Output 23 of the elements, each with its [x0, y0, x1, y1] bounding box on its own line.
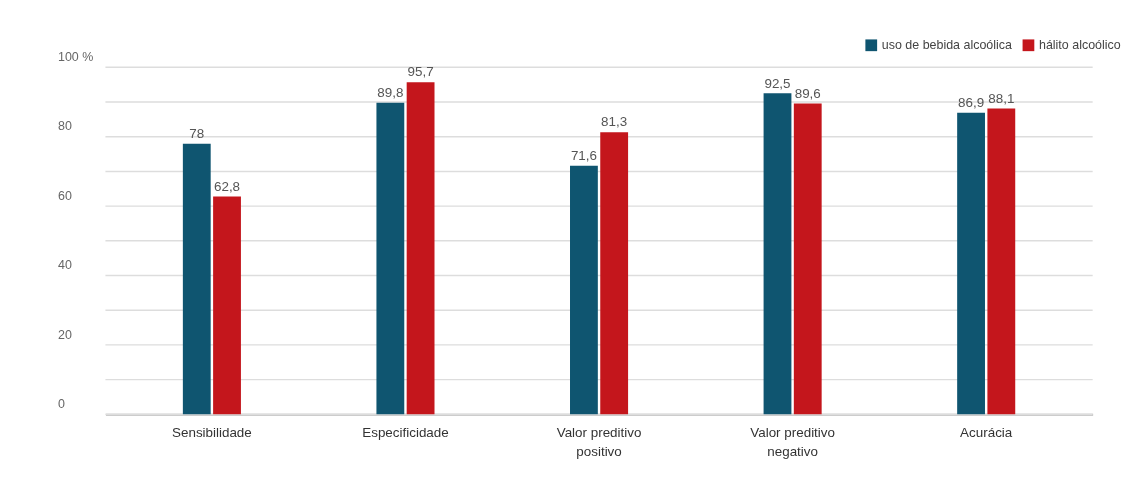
data-label: 92,5 — [764, 75, 791, 91]
x-tick-label: Sensibilidade — [172, 424, 252, 440]
data-label: 95,7 — [407, 64, 434, 80]
data-label: 71,6 — [570, 148, 597, 164]
data-label: 89,8 — [377, 84, 404, 100]
y-tick-label: 80 — [57, 119, 72, 134]
x-tick-label: Valor preditivo positivo — [556, 424, 642, 459]
y-tick-label: 40 — [57, 258, 72, 273]
data-label: 89,6 — [794, 85, 821, 101]
x-tick-label: Acurácia — [960, 424, 1013, 440]
y-tick-label: 100 % — [57, 50, 94, 65]
y-tick-label: 60 — [57, 188, 72, 203]
x-tick-label: Valor preditivo negativo — [750, 424, 835, 459]
legend-label: hálito alcoólico — [1038, 38, 1121, 53]
y-tick-label: 0 — [57, 397, 65, 412]
data-label: 78 — [189, 125, 205, 141]
data-label: 62,8 — [213, 178, 241, 194]
data-label: 88,1 — [988, 90, 1015, 106]
data-label: 86,9 — [958, 95, 985, 111]
y-tick-label: 20 — [57, 327, 72, 342]
x-tick-label: Especificidade — [362, 424, 449, 440]
data-label: 81,3 — [601, 114, 628, 130]
legend-label: uso de bebida alcoólica — [881, 38, 1013, 53]
